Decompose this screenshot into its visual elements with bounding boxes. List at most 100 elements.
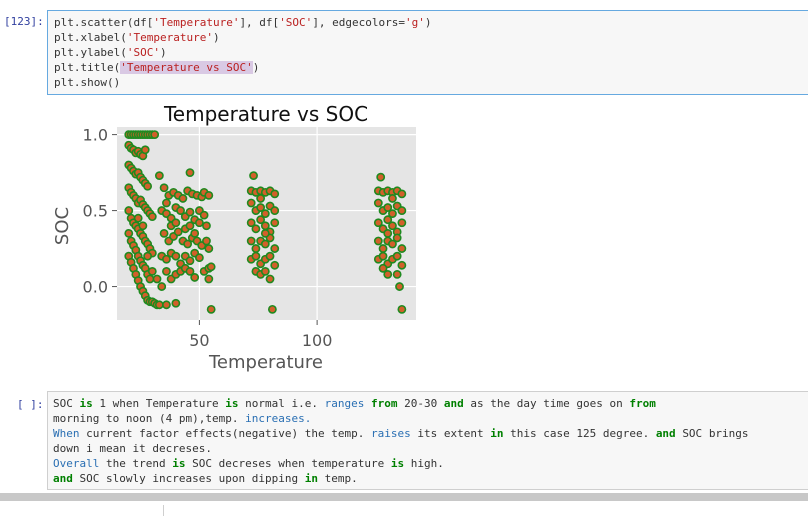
axis-ticks: 50 100 0.0 0.5 1.0 xyxy=(83,126,333,350)
data-point xyxy=(185,256,195,266)
data-point xyxy=(397,189,407,199)
y-axis-label: SOC xyxy=(52,207,73,245)
data-point xyxy=(397,244,407,253)
scatter-points xyxy=(124,130,407,314)
data-point xyxy=(178,194,188,203)
data-point xyxy=(251,224,261,234)
x-tick-label: 100 xyxy=(302,331,333,350)
md-line-1: SOC is 1 when Temperature is normal i.e.… xyxy=(53,397,656,410)
data-point xyxy=(162,254,171,264)
data-point xyxy=(190,273,200,282)
data-point xyxy=(133,213,143,223)
data-point xyxy=(270,206,280,215)
data-point xyxy=(152,274,162,284)
y-tick-label: 0.0 xyxy=(83,278,108,297)
data-point xyxy=(378,244,388,253)
data-point xyxy=(392,270,402,279)
data-point xyxy=(249,171,258,181)
data-point xyxy=(395,282,404,291)
code-line-5: plt.show() xyxy=(54,76,121,89)
code-cell-prompt: [123]: xyxy=(4,15,44,28)
data-point xyxy=(378,251,388,261)
data-point xyxy=(388,194,397,203)
markdown-editor[interactable]: SOC is 1 when Temperature is normal i.e.… xyxy=(53,396,749,486)
data-point xyxy=(204,244,214,253)
code-line-2: plt.xlabel('Temperature') xyxy=(54,31,220,44)
data-point xyxy=(190,228,200,238)
code-cell[interactable]: plt.scatter(df['Temperature'], df['SOC']… xyxy=(47,10,808,95)
data-point xyxy=(246,236,256,246)
data-point xyxy=(256,194,266,203)
md-line-2: morning to noon (4 pm),temp. increases. xyxy=(53,412,312,425)
md-line-5: Overall the trend is SOC decreses when t… xyxy=(53,457,444,470)
data-point xyxy=(251,251,261,261)
data-point xyxy=(373,236,383,246)
data-point xyxy=(270,260,280,270)
data-point xyxy=(260,239,270,249)
data-point xyxy=(171,251,181,261)
data-point xyxy=(392,233,402,243)
data-point xyxy=(378,263,388,273)
data-point xyxy=(150,130,160,139)
data-point xyxy=(143,251,153,261)
data-point xyxy=(260,266,270,276)
data-point xyxy=(383,215,393,225)
data-point xyxy=(383,228,393,238)
data-point xyxy=(383,270,393,279)
data-point xyxy=(143,181,153,191)
scatter-plot-output: 50 100 0.0 0.5 1.0 Temperature vs SOC Temper… xyxy=(52,102,416,373)
data-point xyxy=(206,304,216,314)
data-point xyxy=(154,171,164,181)
data-point xyxy=(162,198,171,208)
data-point xyxy=(159,183,169,193)
data-point xyxy=(251,244,261,253)
data-point xyxy=(185,221,195,231)
md-line-3: When current factor effects(negative) th… xyxy=(53,427,749,440)
divider xyxy=(163,505,164,516)
data-point xyxy=(383,203,393,212)
data-point xyxy=(388,239,397,249)
data-point xyxy=(246,198,256,208)
code-line-3: plt.ylabel('SOC') xyxy=(54,46,167,59)
data-point xyxy=(373,198,383,208)
data-point xyxy=(373,218,383,228)
data-point xyxy=(265,274,275,284)
data-point xyxy=(270,244,280,253)
data-point xyxy=(140,145,150,155)
data-point xyxy=(124,228,134,238)
x-tick-label: 50 xyxy=(189,331,209,350)
md-line-6: and SOC slowly increases upon dipping in… xyxy=(53,472,358,485)
horizontal-scrollbar[interactable] xyxy=(0,493,808,501)
data-point xyxy=(159,228,169,238)
data-point xyxy=(206,262,216,272)
data-point xyxy=(388,209,397,219)
x-axis-label: Temperature xyxy=(208,352,323,373)
data-point xyxy=(147,212,157,222)
data-point xyxy=(147,266,157,276)
markdown-cell[interactable]: SOC is 1 when Temperature is normal i.e.… xyxy=(47,391,808,490)
data-point xyxy=(204,274,214,284)
data-point xyxy=(202,221,211,231)
data-point xyxy=(171,218,181,228)
data-point xyxy=(267,304,277,314)
data-point xyxy=(270,189,280,199)
data-point xyxy=(256,215,266,225)
data-point xyxy=(124,206,134,215)
data-point xyxy=(195,218,204,228)
data-point xyxy=(397,304,407,314)
data-point xyxy=(199,210,209,220)
data-point xyxy=(376,172,386,182)
data-point xyxy=(185,207,195,217)
md-line-4: down i mean it decreses. xyxy=(53,442,212,455)
md-cell-prompt: [ ]: xyxy=(17,398,44,411)
data-point xyxy=(260,209,270,219)
data-point xyxy=(145,274,155,284)
data-point xyxy=(138,221,148,231)
data-point xyxy=(246,218,256,228)
code-editor[interactable]: plt.scatter(df['Temperature'], df['SOC']… xyxy=(54,15,432,90)
chart-title: Temperature vs SOC xyxy=(163,102,368,126)
data-point xyxy=(173,227,183,237)
y-tick-label: 1.0 xyxy=(83,126,108,145)
data-point xyxy=(265,251,275,261)
code-line-1: plt.scatter(df['Temperature'], df['SOC']… xyxy=(54,16,432,29)
